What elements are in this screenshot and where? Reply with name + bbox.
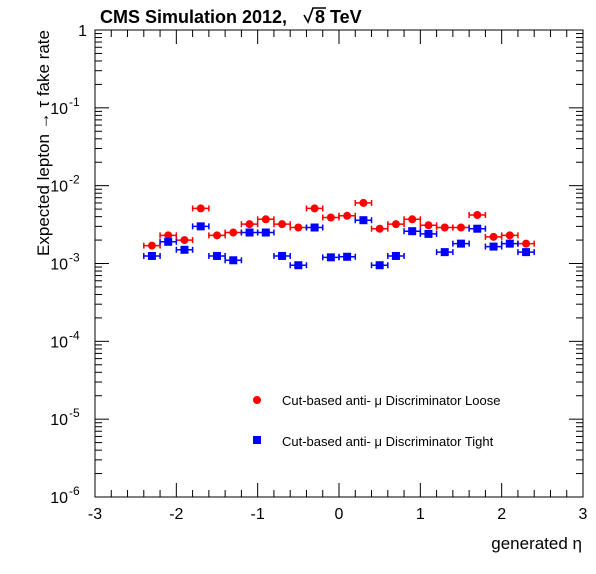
data-point-loose <box>522 239 531 248</box>
data-point-loose <box>457 223 465 232</box>
data-point-tight <box>408 227 417 236</box>
data-point-tight <box>343 252 352 261</box>
data-point-loose <box>391 220 400 229</box>
chart-title-energy: 8 TeV <box>315 7 362 27</box>
data-point-tight <box>261 228 270 237</box>
legend-label-loose: Cut-based anti- μ Discriminator Loose <box>282 393 500 408</box>
data-point-tight <box>310 223 319 232</box>
data-point-loose <box>440 223 449 232</box>
data-point-loose <box>147 241 156 250</box>
data-point-loose <box>261 215 270 224</box>
y-tick-label-exponent: -2 <box>69 173 80 187</box>
x-tick-label: -3 <box>88 506 102 523</box>
y-tick-label: 10 <box>50 490 68 507</box>
x-tick-label: 3 <box>579 506 588 523</box>
data-point-tight <box>180 245 189 254</box>
y-tick-label: 10 <box>50 412 68 429</box>
data-point-loose <box>489 232 498 241</box>
data-point-loose <box>505 231 514 240</box>
data-point-tight <box>505 239 514 248</box>
data-point-tight <box>473 224 482 233</box>
x-axis-label: generated η <box>491 534 582 553</box>
data-point-loose <box>359 198 368 207</box>
data-point-loose <box>343 211 352 220</box>
data-point-loose <box>180 236 189 245</box>
y-tick-label: 10 <box>50 101 68 118</box>
data-point-tight <box>278 251 287 260</box>
data-point-loose <box>164 231 173 240</box>
y-tick-label: 10 <box>50 334 68 351</box>
x-tick-label: 0 <box>335 506 344 523</box>
legend-label-tight: Cut-based anti- μ Discriminator Tight <box>282 434 494 449</box>
x-tick-label: -1 <box>251 506 265 523</box>
data-point-loose <box>408 215 417 224</box>
sqrt-symbol <box>303 7 326 24</box>
data-point-loose <box>213 231 221 240</box>
data-point-loose <box>278 220 287 229</box>
y-tick-label-exponent: -6 <box>69 484 80 498</box>
data-point-tight <box>375 261 384 270</box>
data-point-tight <box>147 251 156 260</box>
y-tick-label-exponent: -5 <box>69 406 80 420</box>
x-tick-label: 1 <box>416 506 425 523</box>
series-tight <box>143 216 535 270</box>
data-point-loose <box>310 204 319 213</box>
y-tick-label-exponent: -3 <box>69 251 80 265</box>
data-point-tight <box>391 251 400 260</box>
data-point-tight <box>245 228 254 237</box>
y-tick-label-exponent: -1 <box>69 95 80 109</box>
data-points <box>143 198 535 270</box>
data-point-loose <box>196 204 205 213</box>
data-point-loose <box>229 228 238 237</box>
data-point-tight <box>294 261 303 270</box>
data-point-tight <box>489 242 498 251</box>
data-point-tight <box>440 248 449 257</box>
data-point-loose <box>375 224 384 233</box>
data-point-tight <box>196 222 205 231</box>
y-tick-label: 1 <box>78 23 87 40</box>
y-tick-label: 10 <box>50 179 68 196</box>
data-point-loose <box>294 223 303 232</box>
legend-marker-loose <box>253 396 261 404</box>
chart-title: CMS Simulation 2012, <box>100 7 287 27</box>
y-tick-label-exponent: -4 <box>69 328 80 342</box>
data-point-tight <box>164 237 173 246</box>
y-axis-label: Expected lepton → τ fake rate <box>34 30 53 256</box>
y-tick-label: 10 <box>50 257 68 274</box>
legend-marker-tight <box>253 436 261 444</box>
data-point-tight <box>326 253 335 262</box>
data-point-tight <box>522 248 531 257</box>
data-point-loose <box>473 210 482 219</box>
data-point-tight <box>213 251 221 260</box>
data-point-tight <box>457 239 465 248</box>
data-point-loose <box>424 221 433 230</box>
data-point-loose <box>326 213 335 222</box>
axes: -3 -2 -1 0 1 2 310 -610 -510 -410 -310 -210 -11 <box>50 23 587 523</box>
data-point-tight <box>229 256 238 265</box>
data-point-loose <box>245 220 254 229</box>
legend: Cut-based anti- μ Discriminator Loose Cu… <box>253 393 500 449</box>
series-loose <box>143 198 535 250</box>
x-tick-label: -2 <box>169 506 183 523</box>
x-tick-label: 2 <box>497 506 506 523</box>
data-point-tight <box>359 216 368 225</box>
data-point-tight <box>424 229 433 238</box>
